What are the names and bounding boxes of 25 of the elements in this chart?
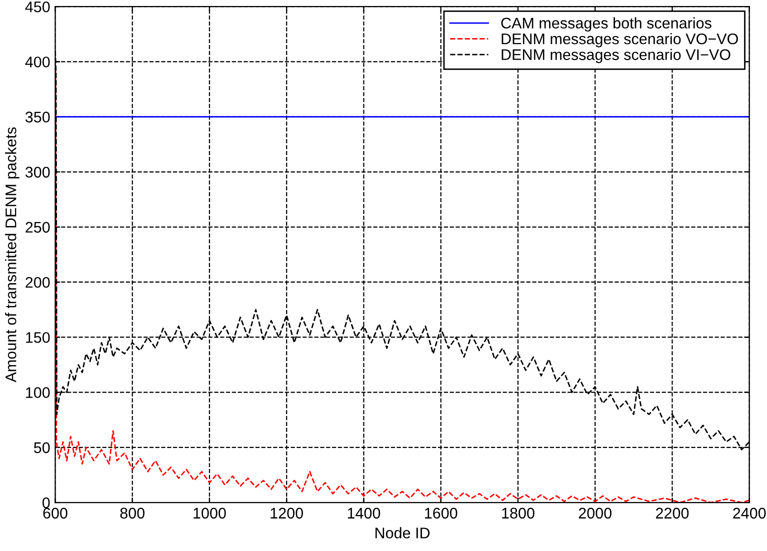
legend-label: CAM messages both scenarios [501, 17, 712, 32]
legend-label: DENM messages scenario VI−VO [502, 48, 730, 64]
y-tick-label: 300 [25, 166, 50, 178]
x-tick-label: 2400 [733, 508, 766, 519]
x-axis-title: Node ID [376, 527, 430, 538]
x-tick-label: 2000 [578, 508, 612, 519]
x-tick-label: 1600 [425, 508, 458, 519]
x-tick-label: 1800 [502, 508, 534, 519]
x-tick-label: 1200 [270, 508, 303, 519]
y-tick-label: 150 [26, 332, 50, 343]
y-tick-label: 100 [26, 387, 50, 398]
y-tick-label: 400 [25, 56, 50, 68]
y-tick-label: 50 [34, 442, 50, 454]
x-tick-label: 1400 [348, 508, 380, 519]
x-tick-label: 2200 [656, 508, 689, 519]
y-tick-label: 450 [25, 1, 50, 12]
x-tick-label: 800 [120, 508, 144, 519]
y-tick-label: 250 [26, 222, 50, 233]
legend-label: DENM messages scenario VO−VO [502, 33, 738, 48]
y-axis-title: Amount of transmitted DENM packets [5, 127, 20, 382]
x-tick-label: 1000 [194, 508, 226, 519]
x-tick-label: 600 [43, 508, 68, 519]
y-tick-label: 200 [26, 276, 50, 288]
y-tick-label: 350 [25, 112, 50, 122]
y-tick-label: 0 [42, 497, 50, 508]
